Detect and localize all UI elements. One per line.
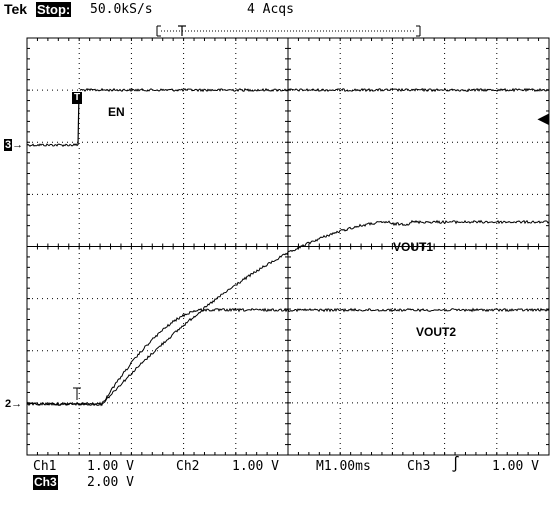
arrow-right-icon: →: [12, 139, 24, 151]
record-length-indicator: [156, 25, 421, 37]
sample-rate-readout: 50.0kS/s: [90, 2, 153, 17]
trace-label-vout2: VOUT2: [416, 325, 457, 339]
ch1-label: Ch1: [33, 459, 57, 474]
ch3-marker-label: 3: [4, 139, 13, 151]
trigger-level-arrow-icon: ◀: [538, 110, 549, 126]
trigger-source: Ch3: [407, 459, 431, 474]
arrow-right-icon: →: [11, 398, 23, 410]
brand-label: Tek: [4, 1, 28, 17]
timebase-readout: M1.00ms: [316, 459, 371, 474]
ch2-scale: 1.00 V: [232, 459, 279, 474]
trigger-slope-icon: ∫: [451, 455, 461, 473]
ch1-scale: 1.00 V: [87, 459, 134, 474]
trigger-point-marker: T: [72, 92, 83, 104]
run-state-badge: Stop:: [36, 2, 72, 17]
ch2-marker-label: 2: [5, 398, 12, 410]
ch3-ground-marker: 3→: [4, 139, 23, 151]
trace-en: [26, 143, 79, 147]
trace-vout2: [26, 307, 550, 407]
ch3-label: Ch3: [33, 475, 58, 490]
ch3-scale: 2.00 V: [87, 475, 134, 490]
graticule: [26, 37, 550, 456]
waveform-traces: [26, 87, 550, 407]
ch2-label: Ch2: [176, 459, 200, 474]
trigger-level: 1.00 V: [492, 459, 539, 474]
trace-label-vout1: VOUT1: [393, 240, 434, 254]
trace-en: [79, 87, 550, 93]
acquisitions-readout: 4 Acqs: [247, 2, 294, 17]
trace-label-en: EN: [108, 105, 125, 119]
ch2-ground-marker: 2→: [5, 398, 22, 410]
trace-vout1: [26, 219, 550, 407]
